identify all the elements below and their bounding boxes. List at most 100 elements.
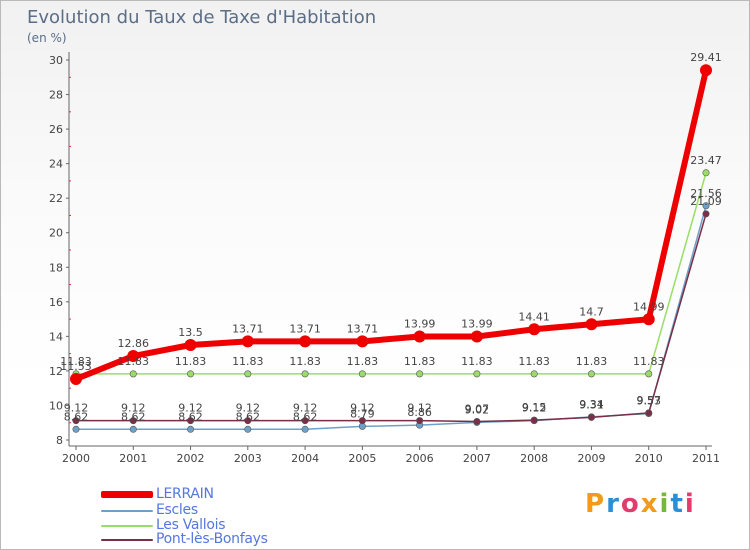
data-label-3-7: 9.07 (465, 403, 490, 416)
y-tick-label: 16 (49, 296, 63, 309)
y-tick-label: 24 (49, 158, 63, 171)
x-tick-label: 2000 (62, 452, 90, 465)
x-tick-label: 2011 (692, 452, 720, 465)
data-label-3-3: 9.12 (236, 402, 261, 415)
data-label-1-0: 8.62 (64, 410, 89, 423)
data-point-0-6 (413, 330, 426, 343)
data-point-0-9 (585, 318, 598, 331)
x-tick-label: 2002 (177, 452, 205, 465)
data-point-3-2 (187, 417, 195, 425)
data-point-2-10 (645, 370, 653, 378)
data-point-2-7 (473, 370, 481, 378)
data-point-1-3 (244, 425, 252, 433)
y-tick-label: 22 (49, 192, 63, 205)
y-tick-label: 14 (49, 330, 63, 343)
data-point-0-5 (356, 335, 369, 348)
logo-letter: P (585, 489, 607, 519)
logo-letter: r (606, 489, 621, 519)
series-line-2 (76, 172, 707, 375)
data-label-1-5: 8.79 (350, 407, 375, 420)
data-point-3-7 (473, 418, 481, 426)
data-label-2-8: 11.83 (518, 355, 550, 368)
data-point-0-4 (299, 335, 312, 348)
data-point-3-6 (416, 417, 424, 425)
data-point-1-2 (187, 425, 195, 433)
data-point-2-3 (244, 370, 252, 378)
data-point-0-0 (70, 373, 82, 386)
x-tick-label: 2005 (348, 452, 376, 465)
data-point-0-11 (700, 64, 712, 77)
data-point-0-3 (241, 335, 254, 348)
legend-swatch-lerrain (101, 491, 153, 498)
data-point-1-11 (702, 202, 710, 210)
data-label-3-4: 9.12 (293, 402, 318, 415)
data-label-1-9: 9.34 (579, 398, 604, 411)
data-label-2-10: 11.83 (633, 355, 665, 368)
data-point-1-0 (72, 425, 80, 433)
x-tick-label: 2001 (119, 452, 147, 465)
data-point-2-6 (416, 370, 424, 378)
x-tick-label: 2008 (520, 452, 548, 465)
legend-swatch-escles (101, 510, 153, 512)
data-label-2-5: 11.83 (347, 355, 379, 368)
data-label-1-8: 9.12 (522, 402, 547, 415)
data-point-0-8 (528, 323, 541, 336)
legend-label-pont-les-bonfays: Pont-lès-Bonfays (156, 531, 268, 547)
data-label-1-7: 9.02 (465, 403, 490, 416)
data-label-2-0: 11.83 (60, 355, 92, 368)
data-label-0-8: 14.41 (518, 310, 550, 323)
data-label-1-3: 8.62 (236, 410, 261, 423)
data-point-0-7 (470, 330, 483, 343)
y-tick-label: 18 (49, 261, 63, 274)
legend-swatch-pont-les-bonfays (101, 539, 153, 541)
data-label-1-1: 8.62 (121, 410, 146, 423)
x-tick-label: 2003 (234, 452, 262, 465)
x-tick-label: 2010 (635, 452, 663, 465)
data-point-2-2 (187, 370, 195, 378)
data-label-2-4: 11.83 (289, 355, 321, 368)
data-point-1-1 (129, 425, 137, 433)
logo-letter: t (670, 489, 685, 519)
data-point-3-11 (702, 210, 710, 218)
data-label-1-2: 8.62 (178, 410, 203, 423)
data-label-2-2: 11.83 (175, 355, 207, 368)
data-label-3-9: 9.31 (579, 398, 604, 411)
data-label-3-5: 9.12 (350, 402, 375, 415)
chart-title: Evolution du Taux de Taxe d'Habitation (27, 7, 377, 28)
logo-letter: i (684, 489, 696, 519)
data-label-0-10: 14.99 (633, 300, 665, 313)
data-point-2-1 (129, 370, 137, 378)
data-point-2-11 (702, 169, 710, 177)
data-label-3-6: 9.12 (407, 402, 432, 415)
x-tick-label: 2009 (577, 452, 605, 465)
series-line-1 (76, 205, 707, 431)
data-label-3-0: 9.12 (64, 402, 89, 415)
data-point-0-2 (184, 339, 197, 351)
data-label-2-6: 11.83 (404, 355, 436, 368)
y-tick-label: 8 (56, 434, 63, 447)
logo-letter: x (640, 489, 660, 519)
logo-letter: o (620, 489, 641, 519)
x-tick-label: 2004 (291, 452, 319, 465)
data-label-0-5: 13.71 (347, 322, 379, 335)
y-tick-label: 26 (49, 123, 63, 136)
data-label-3-2: 9.12 (178, 402, 203, 415)
data-point-3-3 (244, 417, 252, 425)
data-point-3-0 (72, 417, 80, 425)
y-axis-unit: (en %) (27, 31, 67, 45)
data-label-0-3: 13.71 (232, 322, 264, 335)
data-point-2-4 (301, 370, 309, 378)
data-label-2-1: 11.83 (118, 355, 150, 368)
data-label-2-11: 23.47 (690, 154, 722, 167)
data-label-0-7: 13.99 (461, 318, 493, 331)
data-label-3-8: 9.15 (522, 401, 547, 414)
data-point-3-1 (129, 417, 137, 425)
data-point-2-8 (530, 370, 538, 378)
data-label-1-10: 9.53 (636, 395, 661, 408)
data-point-3-10 (645, 409, 653, 417)
legend-swatch-les-vallois (101, 525, 153, 527)
data-point-1-4 (301, 425, 309, 433)
data-label-0-1: 12.86 (118, 337, 150, 350)
